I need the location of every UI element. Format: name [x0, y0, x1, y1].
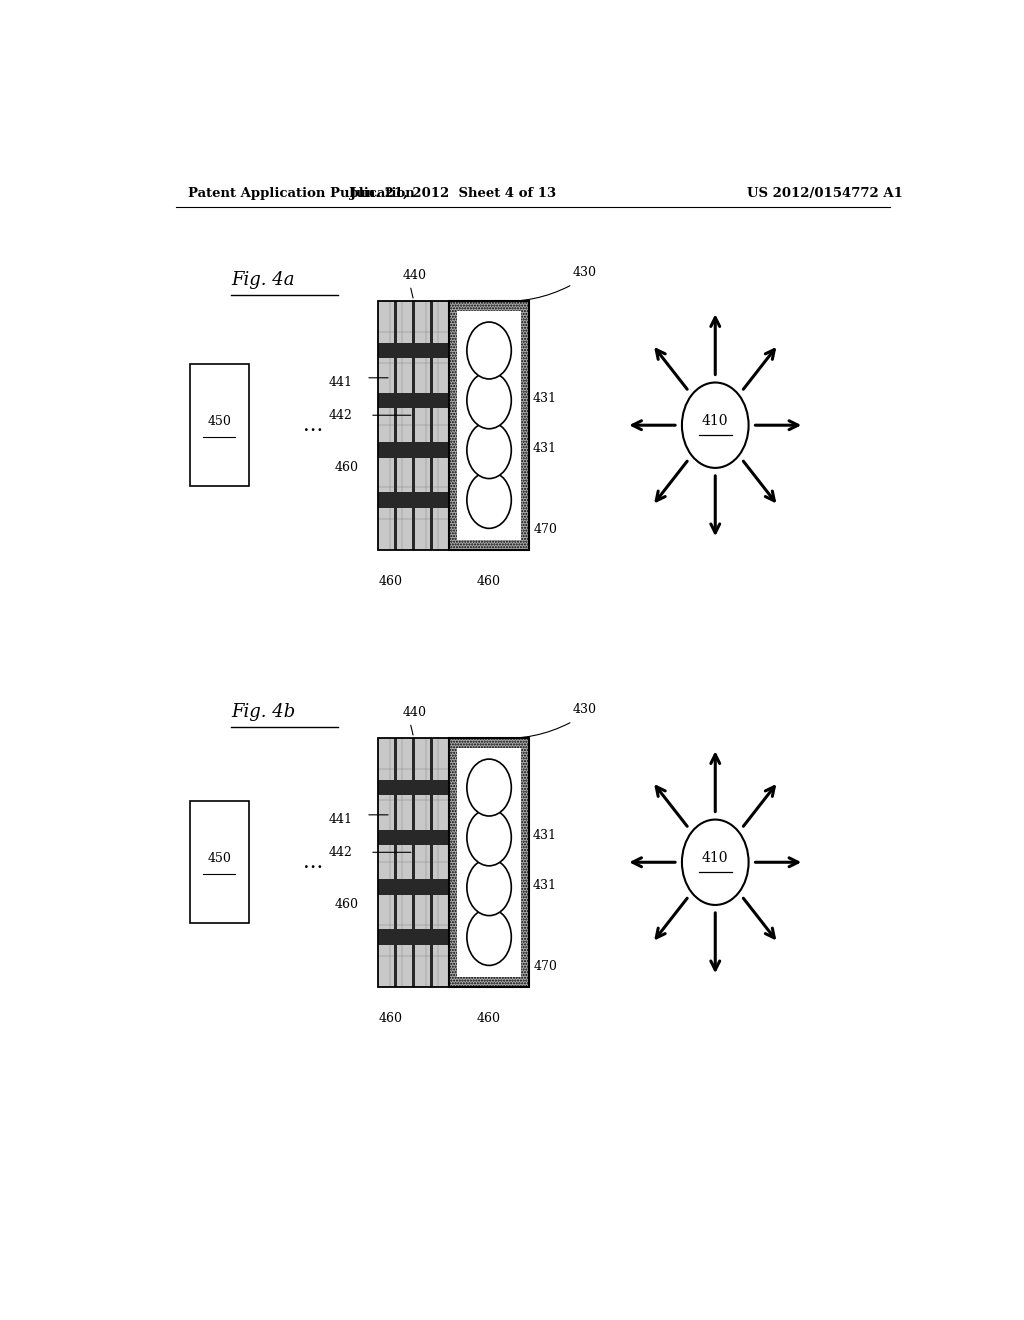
- Bar: [394, 738, 397, 987]
- Circle shape: [467, 908, 511, 965]
- Text: Fig. 4b: Fig. 4b: [231, 704, 295, 721]
- Text: 460: 460: [334, 898, 358, 911]
- Bar: [378, 392, 450, 408]
- Text: 441: 441: [329, 376, 353, 389]
- Text: 431: 431: [532, 829, 557, 842]
- Text: 431: 431: [532, 879, 557, 891]
- Text: 470: 470: [534, 961, 557, 973]
- Text: 420: 420: [455, 968, 478, 981]
- Bar: [430, 738, 433, 987]
- Bar: [450, 738, 528, 748]
- Text: US 2012/0154772 A1: US 2012/0154772 A1: [748, 187, 903, 201]
- Bar: [450, 977, 528, 987]
- Circle shape: [682, 383, 749, 467]
- Text: 441: 441: [329, 813, 353, 826]
- Circle shape: [467, 809, 511, 866]
- Text: 410: 410: [702, 851, 728, 865]
- Bar: [450, 301, 528, 312]
- Bar: [430, 301, 433, 549]
- Text: 440: 440: [403, 269, 427, 282]
- Text: 420: 420: [455, 531, 478, 544]
- Text: 440: 440: [403, 706, 427, 719]
- Bar: [450, 738, 528, 987]
- Bar: [450, 301, 528, 549]
- Bar: [412, 301, 416, 549]
- Text: Patent Application Publication: Patent Application Publication: [187, 187, 415, 201]
- Circle shape: [467, 859, 511, 916]
- Bar: [378, 492, 450, 508]
- Text: Fig. 4a: Fig. 4a: [231, 272, 295, 289]
- Bar: [189, 364, 249, 486]
- Bar: [394, 301, 397, 549]
- Circle shape: [682, 820, 749, 906]
- Bar: [521, 301, 528, 549]
- Circle shape: [467, 322, 511, 379]
- Text: 460: 460: [477, 576, 501, 589]
- Bar: [378, 780, 450, 795]
- Text: 460: 460: [379, 1012, 402, 1026]
- Bar: [189, 801, 249, 923]
- Circle shape: [467, 372, 511, 429]
- Bar: [521, 738, 528, 987]
- Text: 430: 430: [572, 265, 596, 279]
- Bar: [378, 738, 450, 987]
- Bar: [378, 301, 450, 549]
- Circle shape: [467, 421, 511, 479]
- Bar: [450, 738, 458, 987]
- Text: 430: 430: [572, 702, 596, 715]
- Bar: [450, 738, 528, 987]
- Text: 431: 431: [532, 392, 557, 405]
- Text: 450: 450: [207, 414, 231, 428]
- Text: 460: 460: [477, 1012, 501, 1026]
- Bar: [412, 738, 416, 987]
- Text: 431: 431: [532, 442, 557, 454]
- Text: 450: 450: [207, 851, 231, 865]
- Bar: [378, 830, 450, 845]
- Text: Jun. 21, 2012  Sheet 4 of 13: Jun. 21, 2012 Sheet 4 of 13: [350, 187, 556, 201]
- Bar: [378, 301, 450, 549]
- Bar: [450, 301, 458, 549]
- Text: 460: 460: [334, 461, 358, 474]
- Bar: [378, 343, 450, 358]
- Text: ...: ...: [303, 416, 324, 434]
- Bar: [450, 301, 528, 549]
- Bar: [378, 879, 450, 895]
- Bar: [378, 442, 450, 458]
- Text: 470: 470: [534, 523, 557, 536]
- Text: 442: 442: [329, 846, 352, 859]
- Text: ...: ...: [303, 853, 324, 871]
- Circle shape: [467, 759, 511, 816]
- Text: 460: 460: [379, 576, 402, 589]
- Bar: [378, 929, 450, 945]
- Bar: [450, 540, 528, 549]
- Circle shape: [467, 471, 511, 528]
- Text: 410: 410: [702, 414, 728, 428]
- Bar: [378, 738, 450, 987]
- Text: 442: 442: [329, 409, 352, 422]
